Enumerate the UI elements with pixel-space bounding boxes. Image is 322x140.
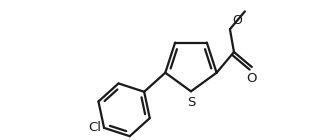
Text: Cl: Cl (88, 121, 101, 134)
Text: O: O (247, 72, 257, 85)
Text: O: O (232, 14, 242, 27)
Text: S: S (187, 96, 195, 109)
